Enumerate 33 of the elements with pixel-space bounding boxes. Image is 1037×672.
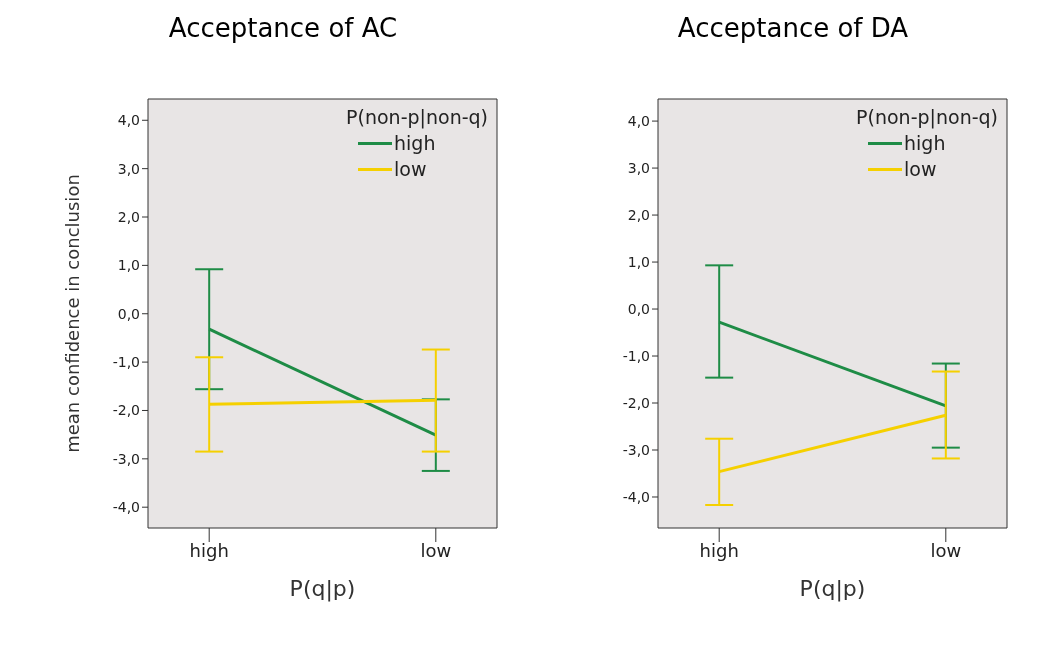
y-axis-title: mean confidence in conclusion bbox=[62, 174, 84, 453]
legend-title: P(non-p|non-q) bbox=[346, 106, 488, 128]
legend-label: high bbox=[904, 132, 946, 154]
x-axis-title: P(q|p) bbox=[289, 576, 356, 602]
y-tick-label: 2,0 bbox=[117, 208, 140, 225]
y-tick-label: 4,0 bbox=[117, 112, 140, 129]
y-tick-label: 3,0 bbox=[627, 160, 650, 177]
y-tick-label: -4,0 bbox=[622, 488, 650, 505]
x-tick-label: high bbox=[699, 539, 739, 561]
y-tick-label: 1,0 bbox=[117, 257, 140, 274]
y-tick-label: -2,0 bbox=[112, 402, 140, 419]
legend-title: P(non-p|non-q) bbox=[856, 106, 998, 128]
legend-label: low bbox=[394, 158, 427, 180]
x-tick-label: low bbox=[420, 539, 452, 561]
y-tick-label: 1,0 bbox=[627, 254, 650, 271]
y-tick-label: -2,0 bbox=[622, 394, 650, 411]
y-tick-label: -1,0 bbox=[622, 347, 650, 364]
chart-title: Acceptance of AC bbox=[167, 12, 399, 45]
x-tick-label: low bbox=[930, 539, 962, 561]
y-tick-label: -4,0 bbox=[112, 499, 140, 516]
y-tick-label: -1,0 bbox=[112, 354, 140, 371]
chart-title: Acceptance of DA bbox=[676, 12, 910, 45]
y-tick-label: -3,0 bbox=[622, 441, 650, 458]
y-tick-label: 3,0 bbox=[117, 160, 140, 177]
y-tick-label: -3,0 bbox=[112, 450, 140, 467]
x-axis-title: P(q|p) bbox=[799, 576, 866, 602]
x-tick-label: high bbox=[189, 539, 229, 561]
y-tick-label: 4,0 bbox=[627, 113, 650, 130]
legend-label: low bbox=[904, 158, 937, 180]
y-tick-label: 0,0 bbox=[627, 301, 650, 318]
y-tick-label: 0,0 bbox=[117, 305, 140, 322]
legend-label: high bbox=[394, 132, 436, 154]
y-tick-label: 2,0 bbox=[627, 207, 650, 224]
